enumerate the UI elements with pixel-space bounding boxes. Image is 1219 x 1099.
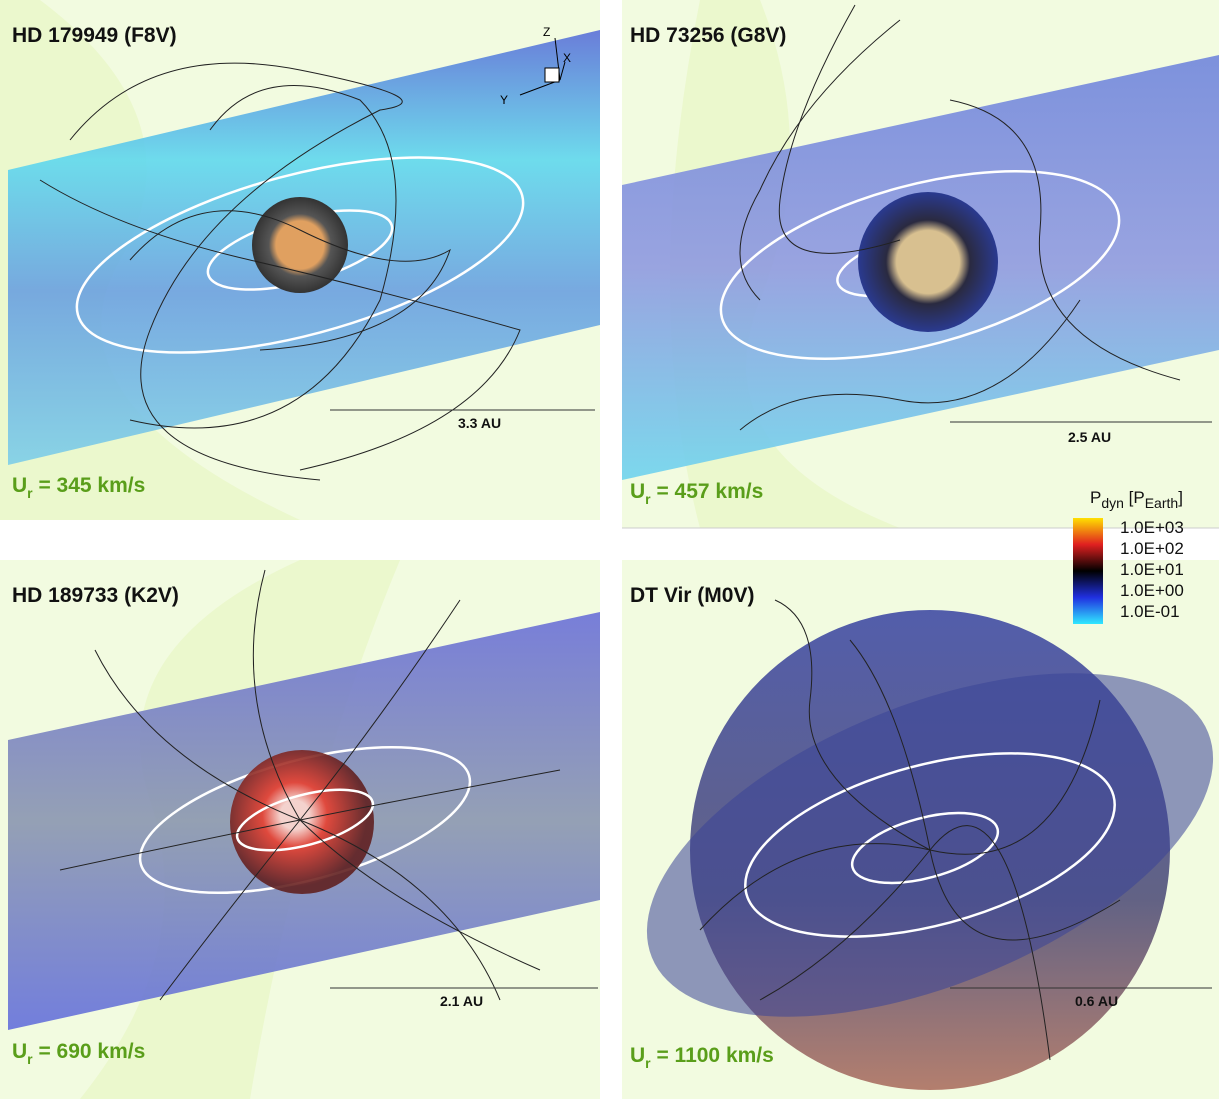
symbol: U [12,1040,27,1063]
axis-label: Z [543,25,550,39]
wind-speed: Ur = 457 km/s [630,480,763,507]
colorbar-label: 1.0E+01 [1120,560,1184,579]
value: = 457 km/s [651,480,764,503]
subscript: dyn [1101,495,1124,511]
scale-label: 2.1 AU [440,993,483,1009]
symbol: U [630,480,645,503]
unit: [P [1124,488,1145,507]
colorbar-label: 1.0E-01 [1120,602,1180,621]
subscript: Earth [1145,495,1178,511]
colorbar-label: 1.0E+03 [1120,518,1184,537]
panel: 2.1 AU HD 189733 (K2V) Ur = 690 km/s [0,560,600,1099]
cube [545,68,559,82]
panel-title: HD 73256 (G8V) [630,24,786,47]
wind-speed: Ur = 1100 km/s [630,1044,774,1071]
unit: ] [1178,488,1183,507]
axis-label: Y [500,93,508,107]
colorbar-label: 1.0E+00 [1120,581,1184,600]
colorbar-gradient [1073,518,1103,624]
symbol: U [12,474,27,497]
scale-label: 2.5 AU [1068,429,1111,445]
colorbar-label: 1.0E+02 [1120,539,1184,558]
value: = 690 km/s [33,1040,146,1063]
value: = 1100 km/s [651,1044,774,1067]
scale-label: 0.6 AU [1075,993,1118,1009]
colorbar-labels: 1.0E+03 1.0E+02 1.0E+01 1.0E+00 1.0E-01 [1120,518,1184,621]
panel-title: HD 189733 (K2V) [12,584,179,607]
figure: 3.3 AU Z X Y HD 179949 (F8V) Ur = 345 km… [0,0,1219,1099]
panel: 2.5 AU HD 73256 (G8V) Ur = 457 km/s [622,0,1219,528]
panel: 3.3 AU Z X Y HD 179949 (F8V) Ur = 345 km… [0,0,600,520]
wind-speed: Ur = 345 km/s [12,474,145,501]
symbol: U [630,1044,645,1067]
symbol: P [1090,488,1101,507]
scale-label: 3.3 AU [458,415,501,431]
axis-label: X [563,51,571,65]
alfven-surface [858,192,998,332]
panel-title: HD 179949 (F8V) [12,24,177,47]
value: = 345 km/s [33,474,146,497]
wind-speed: Ur = 690 km/s [12,1040,145,1067]
panel-title: DT Vir (M0V) [630,584,754,607]
panel: 0.6 AU DT Vir (M0V) Ur = 1100 km/s [599,560,1219,1099]
